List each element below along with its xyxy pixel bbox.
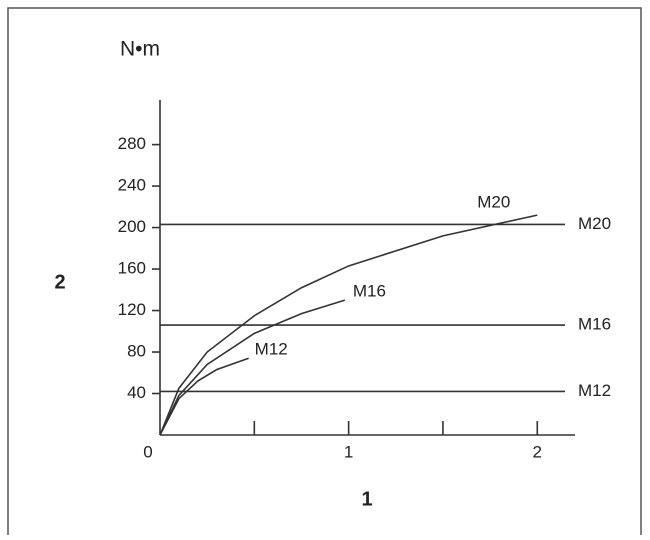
- y-tick-label: 120: [118, 300, 146, 319]
- x-tick-label: 0: [143, 442, 152, 461]
- y-axis-name: 2: [54, 271, 65, 293]
- reference-label: M12: [578, 381, 611, 400]
- y-tick-label: 40: [127, 383, 146, 402]
- reference-label: M20: [578, 214, 611, 233]
- y-tick-label: 80: [127, 342, 146, 361]
- x-tick-label: 2: [533, 442, 542, 461]
- curve: [159, 357, 249, 436]
- series-label: M12: [255, 340, 288, 359]
- y-tick-label: 280: [118, 134, 146, 153]
- curve: [159, 299, 346, 436]
- x-axis-name: 1: [361, 488, 372, 510]
- y-unit-label: N•m: [120, 38, 160, 61]
- x-tick-label: 1: [344, 442, 353, 461]
- y-tick-label: 240: [118, 176, 146, 195]
- y-tick-label: 160: [118, 259, 146, 278]
- y-tick-label: 200: [118, 217, 146, 236]
- series-label: M16: [353, 282, 386, 301]
- curve: [159, 214, 538, 436]
- series-label: M20: [477, 193, 510, 212]
- reference-label: M16: [578, 315, 611, 334]
- frame: [7, 7, 642, 540]
